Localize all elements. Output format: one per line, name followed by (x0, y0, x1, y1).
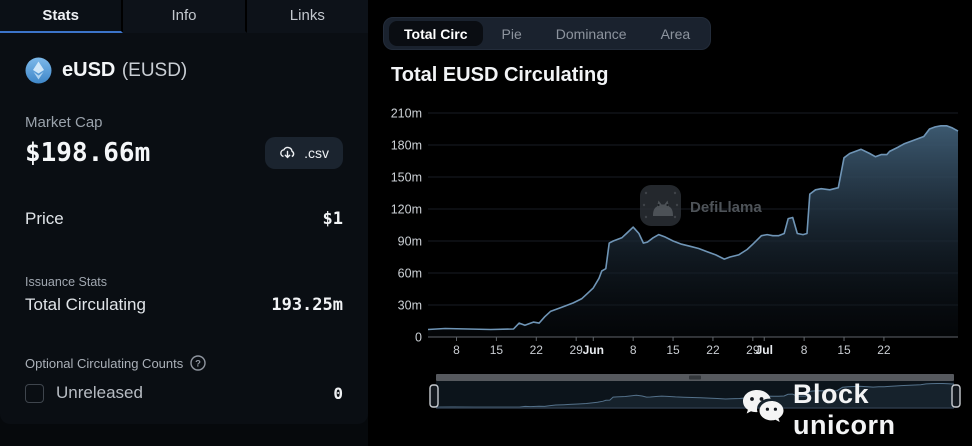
price-label: Price (25, 209, 64, 228)
left-column: Stats Info Links (0, 0, 368, 446)
svg-text:22: 22 (877, 343, 891, 357)
svg-text:60m: 60m (398, 267, 422, 281)
brush-handle-left[interactable] (429, 384, 439, 408)
svg-text:15: 15 (837, 343, 851, 357)
circulating-area-chart[interactable]: 0 30m 60m 90m 120m 150m 180m 210m 8 15 22 29 Jun 8 15 2… (378, 101, 972, 365)
svg-text:15: 15 (490, 343, 504, 357)
tab-total-circ[interactable]: Total Circ (389, 21, 483, 46)
brush-handle-right[interactable] (951, 384, 961, 408)
unreleased-checkbox[interactable] (25, 383, 44, 403)
tab-area[interactable]: Area (660, 25, 691, 42)
market-cap-value: $198.66m (25, 138, 151, 168)
svg-text:8: 8 (453, 343, 460, 357)
total-circulating-value: 193.25m (271, 295, 343, 315)
svg-text:Jul: Jul (756, 343, 773, 357)
total-circulating-label: Total Circulating (25, 295, 146, 314)
wechat-icon (741, 388, 787, 432)
optional-counts-label: Optional Circulating Counts (25, 355, 184, 371)
tab-info[interactable]: Info (123, 0, 247, 33)
svg-text:30m: 30m (398, 299, 422, 313)
svg-text:0: 0 (415, 331, 422, 345)
svg-text:210m: 210m (391, 107, 422, 121)
chart-tab-bar: Total Circ Pie Dominance Area (383, 17, 712, 50)
svg-text:29: 29 (569, 343, 583, 357)
defillama-watermark-icon (640, 185, 681, 226)
svg-text:150m: 150m (391, 171, 422, 185)
svg-text:180m: 180m (391, 139, 422, 153)
svg-text:22: 22 (530, 343, 544, 357)
tab-stats[interactable]: Stats (0, 0, 124, 33)
svg-text:8: 8 (630, 343, 637, 357)
svg-text:120m: 120m (391, 203, 422, 217)
defillama-watermark-text: DefiLlama (690, 199, 762, 216)
coin-header: eUSD (EUSD) (0, 33, 368, 84)
svg-text:29: 29 (746, 343, 760, 357)
svg-text:15: 15 (666, 343, 680, 357)
tab-pie[interactable]: Pie (501, 25, 522, 42)
cloud-download-icon (279, 146, 296, 160)
left-tab-bar: Stats Info Links (0, 0, 368, 33)
unreleased-value: 0 (333, 383, 343, 403)
chart-title: Total EUSD Circulating (391, 64, 609, 86)
tab-links[interactable]: Links (289, 7, 325, 24)
coin-name: eUSD (62, 59, 116, 81)
unreleased-label: Unreleased (56, 383, 143, 402)
csv-button-label: .csv (304, 145, 329, 161)
tab-dominance[interactable]: Dominance (555, 25, 627, 42)
svg-text:22: 22 (706, 343, 720, 357)
svg-text:Jun: Jun (583, 343, 604, 357)
download-csv-button[interactable]: .csv (265, 137, 343, 169)
svg-text:8: 8 (801, 343, 808, 357)
coin-ticker: (EUSD) (121, 60, 188, 81)
price-value: $1 (322, 209, 343, 229)
eusd-token-icon (25, 57, 52, 84)
market-cap-label: Market Cap (25, 114, 103, 131)
stats-panel: Stats Info Links (0, 0, 368, 424)
block-unicorn-text: Block unicorn (793, 379, 896, 440)
question-mark-icon[interactable]: ? (190, 355, 206, 371)
svg-text:?: ? (195, 359, 201, 370)
issuance-stats-label: Issuance Stats (25, 275, 107, 289)
chart-brush-slider[interactable] (428, 369, 964, 415)
svg-text:90m: 90m (398, 235, 422, 249)
block-unicorn-watermark: Block unicorn (741, 379, 972, 441)
